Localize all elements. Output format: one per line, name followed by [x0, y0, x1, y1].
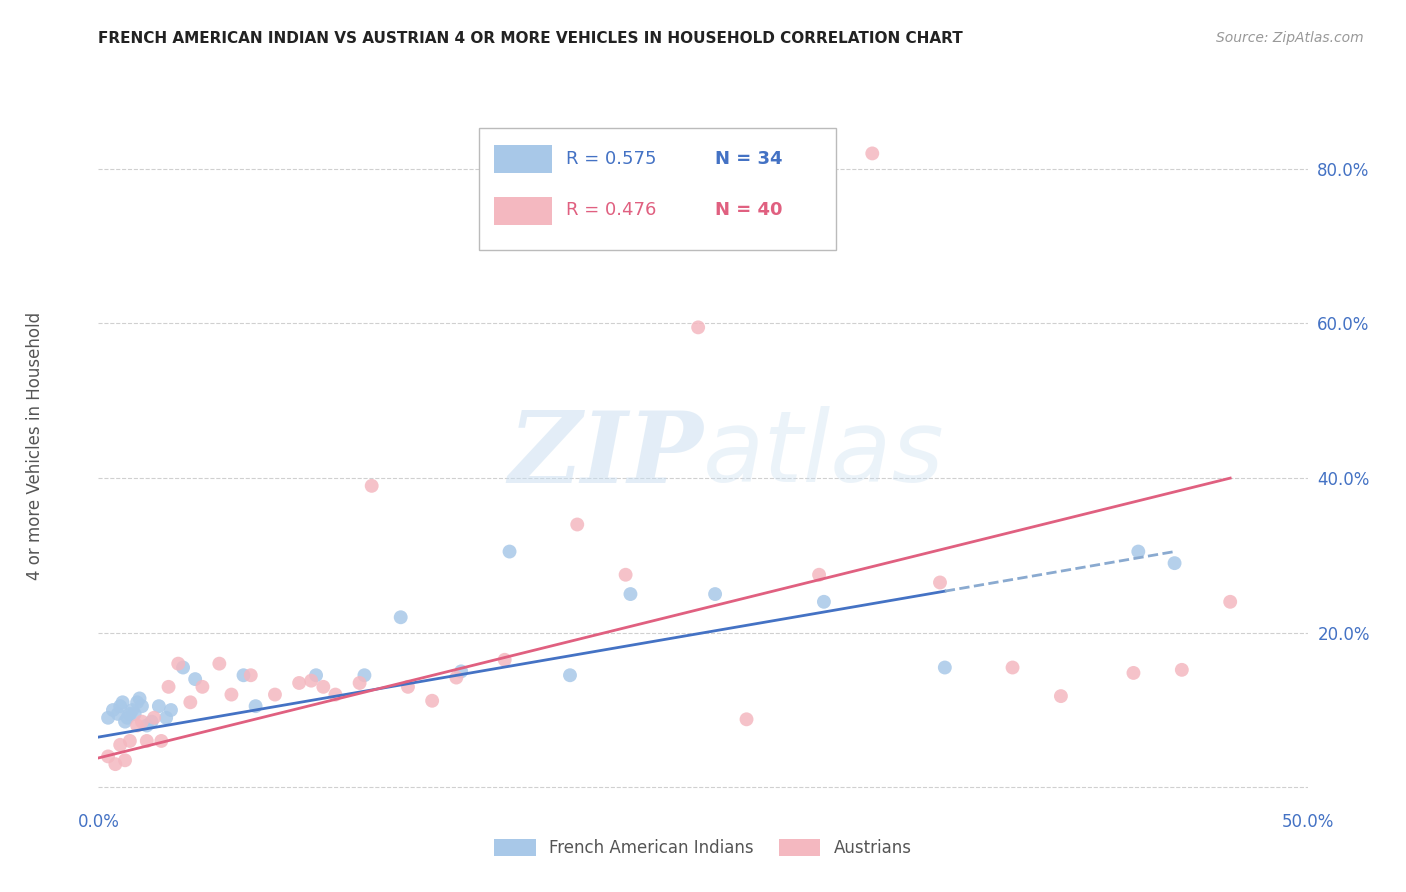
Point: [155, 711, 177, 725]
Point: [813, 595, 835, 609]
Point: [567, 517, 589, 532]
Point: [108, 699, 131, 714]
Point: [349, 676, 371, 690]
Point: [179, 695, 201, 709]
Point: [446, 671, 468, 685]
FancyBboxPatch shape: [494, 145, 551, 173]
Point: [619, 587, 641, 601]
Point: [312, 680, 335, 694]
Point: [353, 668, 375, 682]
Point: [157, 680, 180, 694]
Point: [97, 711, 120, 725]
Point: [735, 712, 758, 726]
Text: N = 40: N = 40: [716, 201, 783, 219]
Point: [1050, 689, 1073, 703]
Point: [114, 714, 136, 729]
Point: [1219, 595, 1241, 609]
Point: [208, 657, 231, 671]
Point: [1128, 544, 1150, 558]
Legend: French American Indians, Austrians: French American Indians, Austrians: [488, 832, 918, 864]
Point: [808, 567, 831, 582]
Point: [860, 146, 883, 161]
Point: [111, 695, 134, 709]
Point: [150, 734, 173, 748]
Point: [127, 695, 149, 709]
Point: [245, 699, 267, 714]
Point: [104, 757, 127, 772]
Point: [184, 672, 207, 686]
Point: [141, 714, 163, 729]
FancyBboxPatch shape: [479, 128, 837, 250]
Point: [389, 610, 412, 624]
Point: [121, 703, 143, 717]
Point: [929, 575, 952, 590]
Point: [614, 567, 637, 582]
Text: FRENCH AMERICAN INDIAN VS AUSTRIAN 4 OR MORE VEHICLES IN HOUSEHOLD CORRELATION C: FRENCH AMERICAN INDIAN VS AUSTRIAN 4 OR …: [98, 31, 963, 46]
Point: [420, 694, 443, 708]
Point: [128, 691, 150, 706]
Point: [264, 688, 287, 702]
Point: [148, 699, 170, 714]
Point: [688, 320, 710, 334]
Point: [172, 660, 194, 674]
Point: [97, 749, 120, 764]
Point: [498, 544, 520, 558]
Point: [558, 668, 581, 682]
Point: [135, 734, 157, 748]
Point: [160, 703, 183, 717]
Text: ZIP: ZIP: [508, 407, 703, 503]
Point: [221, 688, 243, 702]
Point: [131, 714, 153, 729]
Text: Source: ZipAtlas.com: Source: ZipAtlas.com: [1216, 31, 1364, 45]
Point: [191, 680, 214, 694]
Point: [396, 680, 419, 694]
Point: [934, 660, 956, 674]
Point: [118, 706, 141, 721]
Point: [114, 753, 136, 767]
Point: [494, 653, 516, 667]
Point: [299, 673, 322, 688]
Point: [143, 711, 166, 725]
Point: [325, 688, 347, 702]
Point: [305, 668, 328, 682]
Point: [1171, 663, 1194, 677]
Point: [167, 657, 190, 671]
Point: [108, 738, 131, 752]
Point: [1122, 665, 1144, 680]
Point: [704, 587, 727, 601]
Point: [117, 711, 139, 725]
Point: [124, 706, 146, 721]
Text: 4 or more Vehicles in Household: 4 or more Vehicles in Household: [27, 312, 44, 580]
Point: [360, 479, 382, 493]
Text: N = 34: N = 34: [716, 150, 783, 168]
Point: [118, 734, 141, 748]
Text: R = 0.575: R = 0.575: [567, 150, 657, 168]
Point: [288, 676, 311, 690]
Text: atlas: atlas: [703, 407, 945, 503]
Point: [101, 703, 124, 717]
Point: [107, 706, 129, 721]
Point: [1001, 660, 1024, 674]
FancyBboxPatch shape: [494, 197, 551, 226]
Point: [127, 718, 149, 732]
Point: [1163, 556, 1185, 570]
Text: R = 0.476: R = 0.476: [567, 201, 657, 219]
Point: [135, 718, 157, 732]
Point: [131, 699, 153, 714]
Point: [232, 668, 254, 682]
Point: [239, 668, 262, 682]
Point: [450, 665, 472, 679]
